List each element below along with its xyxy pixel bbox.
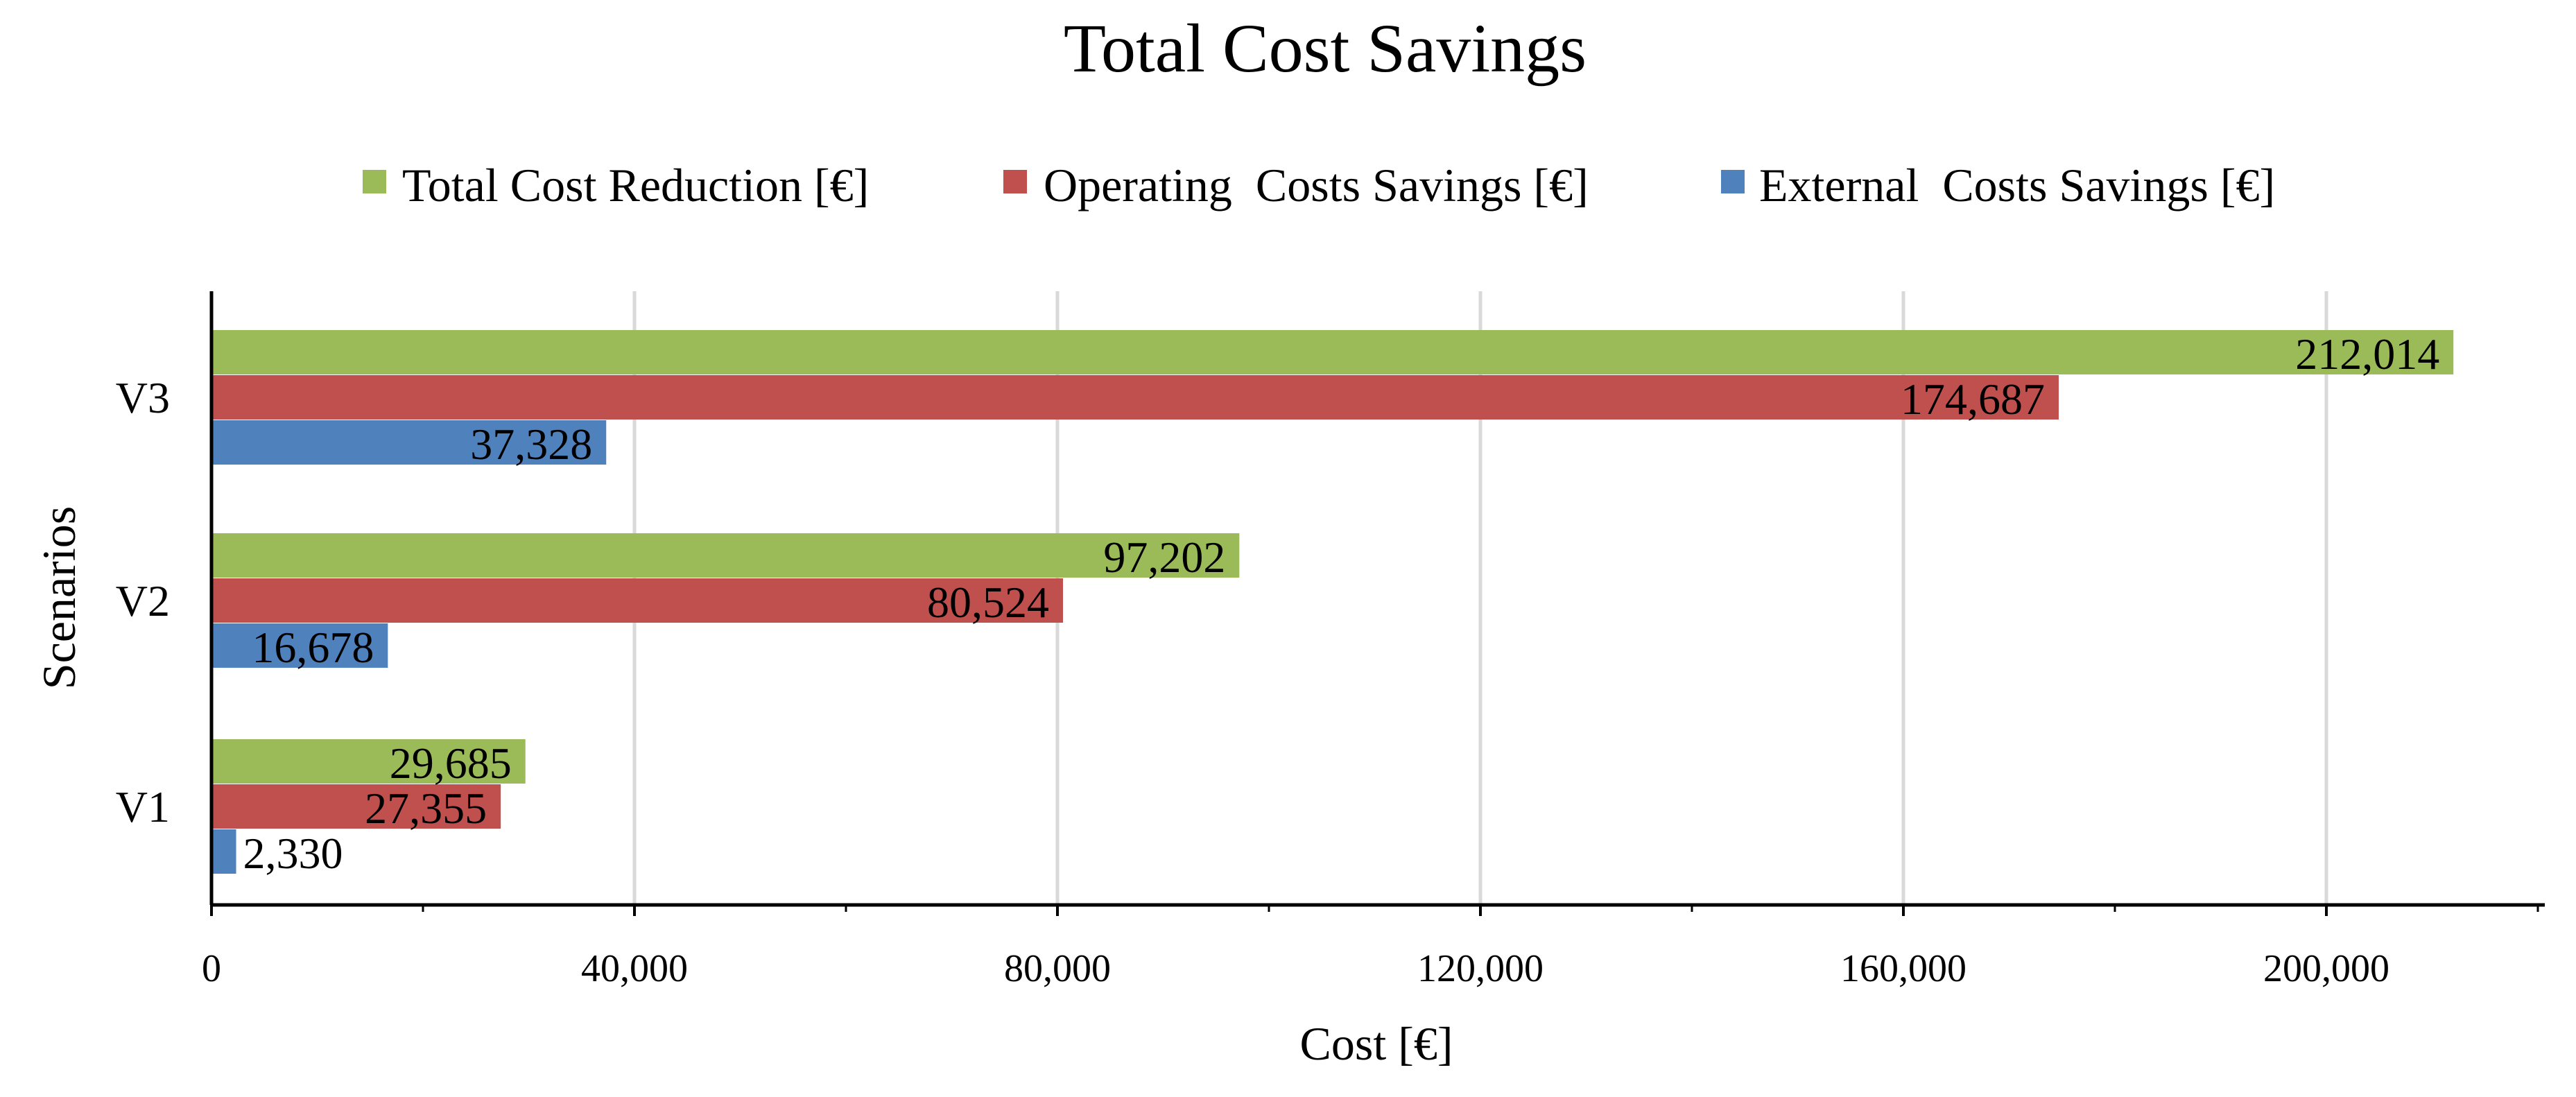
value-label-v3-series-2: 37,328 <box>470 420 592 469</box>
legend-swatch-0 <box>363 170 386 193</box>
legend-swatch-2 <box>1721 170 1745 193</box>
x-tick-label: 40,000 <box>581 947 688 990</box>
category-label-v1: V1 <box>116 782 170 831</box>
bar-v3-series-1 <box>211 375 2059 420</box>
value-label-v1-series-1: 27,355 <box>365 784 487 833</box>
bar-v2-series-0 <box>211 533 1240 578</box>
category-label-v2: V2 <box>116 576 170 625</box>
value-label-v3-series-1: 174,687 <box>1901 374 2045 424</box>
value-label-v3-series-0: 212,014 <box>2295 329 2439 379</box>
legend-swatch-1 <box>1003 170 1027 193</box>
bar-v1-series-0 <box>211 739 526 784</box>
bar-v2-series-2 <box>211 623 388 668</box>
chart-title: Total Cost Savings <box>1064 10 1587 87</box>
bars <box>211 330 2454 874</box>
x-tick-label: 160,000 <box>1840 947 1966 990</box>
value-label-v2-series-1: 80,524 <box>927 578 1049 627</box>
bar-v3-series-0 <box>211 330 2454 374</box>
value-label-v1-series-2: 2,330 <box>243 829 343 878</box>
x-axis-label: Cost [€] <box>1300 1017 1453 1070</box>
x-tick-label: 0 <box>202 947 221 990</box>
bar-v1-series-1 <box>211 784 501 829</box>
value-label-v2-series-2: 16,678 <box>252 623 374 672</box>
value-label-v1-series-0: 29,685 <box>390 738 512 788</box>
x-tick-label: 80,000 <box>1004 947 1111 990</box>
x-ticks <box>210 905 2539 916</box>
y-axis-label: Scenarios <box>33 506 85 689</box>
category-label-v3: V3 <box>116 373 170 422</box>
category-labels: V1 V2 V3 <box>116 373 170 831</box>
x-tick-label: 200,000 <box>2263 947 2389 990</box>
x-tick-label: 120,000 <box>1417 947 1544 990</box>
x-tick-labels: 0 40,000 80,000 120,000 160,000 200,000 <box>202 947 2389 990</box>
bar-v1-series-2 <box>211 829 236 874</box>
value-label-v2-series-0: 97,202 <box>1103 533 1225 582</box>
legend-label-1: Operating Costs Savings [€] <box>1044 159 1589 211</box>
legend: Total Cost Reduction [€] Operating Costs … <box>363 159 2275 211</box>
bar-v2-series-1 <box>211 578 1063 623</box>
bar-v3-series-2 <box>211 420 607 465</box>
legend-label-2: External Costs Savings [€] <box>1759 159 2275 211</box>
legend-label-0: Total Cost Reduction [€] <box>402 159 869 211</box>
